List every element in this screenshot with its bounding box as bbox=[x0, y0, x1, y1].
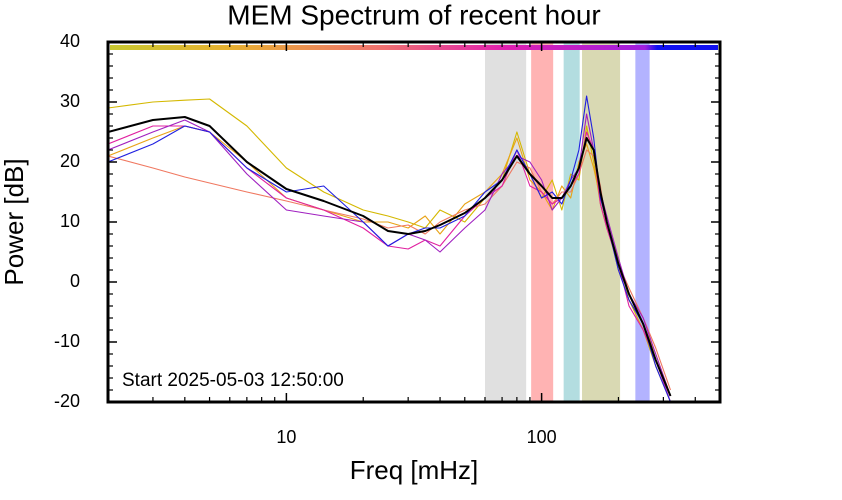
color-bar bbox=[110, 45, 718, 50]
band bbox=[531, 42, 554, 402]
y-tick-label: 10 bbox=[60, 211, 80, 231]
y-tick-label: -10 bbox=[54, 331, 80, 351]
x-tick-label: 10 bbox=[276, 427, 296, 447]
lines bbox=[108, 95, 672, 402]
band bbox=[484, 42, 527, 402]
series-line bbox=[108, 116, 672, 397]
y-tick-label: 40 bbox=[60, 31, 80, 51]
y-tick-label: -20 bbox=[54, 391, 80, 411]
band bbox=[563, 42, 580, 402]
y-tick-label: 0 bbox=[70, 271, 80, 291]
plot-frame bbox=[106, 40, 722, 404]
bands bbox=[484, 42, 650, 402]
y-axis-label: Power [dB] bbox=[0, 158, 29, 285]
x-tick-label: 100 bbox=[527, 427, 557, 447]
y-tick-label: 30 bbox=[60, 91, 80, 111]
y-tick-label: 20 bbox=[60, 151, 80, 171]
x-axis-label: Freq [mHz] bbox=[350, 455, 479, 485]
band bbox=[635, 42, 650, 402]
band bbox=[582, 42, 621, 402]
annotation: Start 2025-05-03 12:50:00 bbox=[122, 370, 344, 391]
axes: 10 100 -20 -10 0 10 20 30 40 bbox=[54, 31, 721, 447]
chart-title: MEM Spectrum of recent hour bbox=[227, 0, 600, 30]
